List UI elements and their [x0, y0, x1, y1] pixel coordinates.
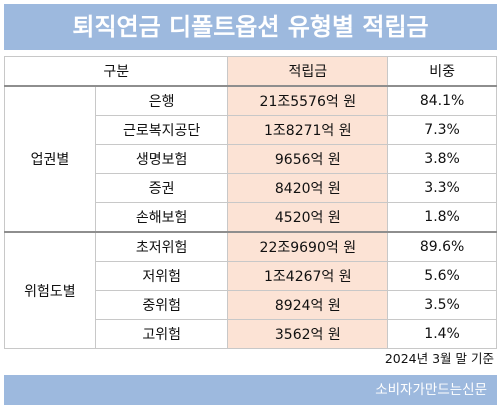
- row-name: 고위험: [94, 319, 229, 349]
- row-name: 근로복지공단: [94, 115, 229, 145]
- row-amount: 21조5576억 원: [227, 85, 389, 116]
- row-ratio: 3.5%: [387, 290, 497, 320]
- header-ratio: 비중: [387, 56, 497, 87]
- table-row: 중위험 8924억 원 3.5%: [5, 290, 497, 320]
- table-row: 업권별 은행 21조5576억 원 84.1%: [4, 85, 497, 233]
- row-ratio: 7.3%: [387, 115, 497, 145]
- table-row: 생명보험 9656억 원 3.8%: [5, 144, 497, 174]
- row-name: 생명보험: [94, 144, 229, 174]
- row-ratio: 89.6%: [387, 231, 497, 262]
- row-amount: 1조4267억 원: [227, 261, 389, 291]
- row-name: 저위험: [94, 261, 229, 291]
- page-title: 퇴직연금 디폴트옵션 유형별 적립금: [4, 4, 497, 50]
- table-row: 고위험 3562억 원 1.4%: [5, 319, 497, 349]
- row-ratio: 84.1%: [387, 85, 497, 116]
- header-amount: 적립금: [227, 56, 389, 87]
- date-note: 2024년 3월 말 기준: [384, 351, 494, 366]
- row-ratio: 1.8%: [387, 202, 497, 233]
- row-ratio: 3.8%: [387, 144, 497, 174]
- group-label-risk: 위험도별: [4, 231, 96, 349]
- row-amount: 8924억 원: [227, 290, 389, 320]
- table-row: 손해보험 4520억 원 1.8%: [5, 202, 497, 233]
- row-name: 증권: [94, 173, 229, 203]
- table-row: 증권 8420억 원 3.3%: [5, 173, 497, 203]
- row-amount: 1조8271억 원: [227, 115, 389, 145]
- table-row: 근로복지공단 1조8271억 원 7.3%: [5, 115, 497, 145]
- source-credit: 소비자가만드는신문: [4, 375, 497, 405]
- row-name: 은행: [94, 85, 229, 116]
- row-ratio: 5.6%: [387, 261, 497, 291]
- row-ratio: 3.3%: [387, 173, 497, 203]
- row-amount: 4520억 원: [227, 202, 389, 233]
- row-name: 중위험: [94, 290, 229, 320]
- data-table: 구분 적립금 비중 업권별 은행 21조5576억 원 84.1% 근로복지공단…: [3, 56, 497, 349]
- row-name: 초저위험: [94, 231, 229, 262]
- row-amount: 8420억 원: [227, 173, 389, 203]
- row-amount: 22조9690억 원: [227, 231, 389, 262]
- table-row: 저위험 1조4267억 원 5.6%: [5, 261, 497, 291]
- table-row: 위험도별 초저위험 22조9690억 원 89.6%: [4, 231, 497, 349]
- header-category: 구분: [3, 56, 229, 87]
- group-label-industry: 업권별: [4, 85, 96, 233]
- table-header-row: 구분 적립금 비중: [3, 56, 497, 87]
- row-name: 손해보험: [94, 202, 229, 233]
- row-ratio: 1.4%: [387, 319, 497, 349]
- row-amount: 3562억 원: [227, 319, 389, 349]
- row-amount: 9656억 원: [227, 144, 389, 174]
